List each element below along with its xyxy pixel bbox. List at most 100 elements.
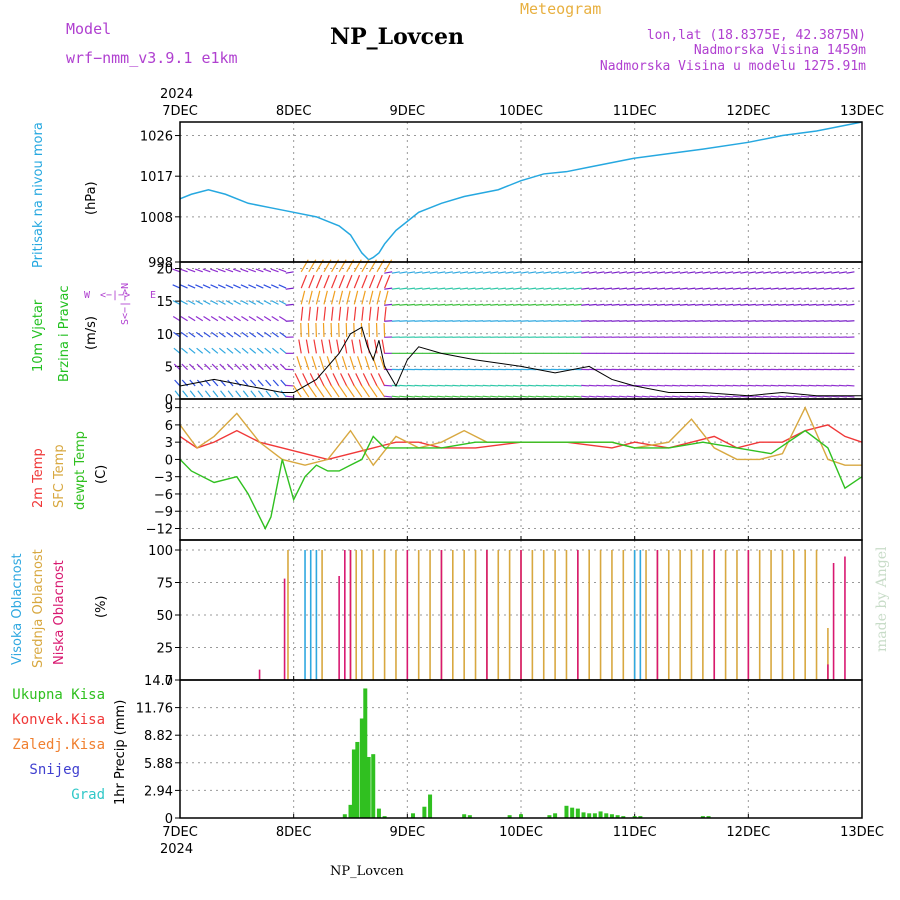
wind-barb [203, 315, 211, 322]
y-tick-label: 5 [165, 360, 173, 375]
wind-barb [279, 331, 287, 338]
wind-barb [800, 395, 810, 398]
y-tick-label: 10 [156, 328, 173, 343]
wind-barb [467, 384, 476, 387]
wind-barb [240, 300, 249, 305]
wind-barb [332, 373, 340, 387]
wind-barb [257, 379, 264, 387]
wind-barb [272, 379, 279, 387]
wind-barb [482, 303, 491, 306]
wind-barb [361, 385, 370, 398]
wind-barb [376, 274, 383, 289]
x-tick-label-bottom: 11DEC [613, 825, 657, 840]
wind-barb [345, 385, 355, 398]
wind-barb [717, 395, 726, 398]
wind-barb [755, 287, 764, 290]
wind-barb [377, 373, 386, 387]
wind-barb [257, 363, 264, 371]
wind-barb [319, 356, 325, 370]
x-axis-bottom: 7DEC 8DEC 9DEC 10DEC 11DEC 12DEC 13DEC [162, 825, 884, 840]
wind-barb [452, 303, 461, 306]
wind-barb [785, 287, 794, 290]
wind-barb [664, 271, 673, 274]
wind-barb [241, 347, 249, 354]
wind-barb [543, 395, 552, 398]
wind-barb [368, 274, 376, 289]
wind-barb [330, 274, 338, 289]
y-tick-label: 0 [165, 674, 173, 689]
wind-barb [195, 284, 203, 289]
wind-barb [558, 384, 567, 387]
wind-barb [172, 315, 181, 322]
temp-ylabel-dew: dewpt Temp [73, 431, 88, 510]
wind-barb [399, 395, 408, 398]
precip-bar [592, 813, 597, 818]
wind-barb [308, 385, 317, 398]
wind-barb [285, 320, 294, 322]
x-tick-label-bottom: 13DEC [840, 825, 884, 840]
wind-barb [414, 287, 423, 290]
wind-barb [747, 395, 756, 398]
y-tick-label: 0 [165, 453, 173, 468]
wind-barb [846, 395, 855, 398]
wind-barb [263, 284, 272, 289]
wind-barb [505, 287, 514, 290]
wind-barb [672, 384, 681, 387]
wind-barb [303, 356, 310, 370]
wind-barb [740, 287, 749, 290]
wind-barb [596, 271, 605, 274]
wind-barb [187, 300, 196, 305]
wind-barb [271, 300, 279, 305]
wind-barb [233, 284, 241, 289]
wind-barb [573, 303, 582, 306]
model-altitude-text: Nadmorska Visina u modelu 1275.91m [600, 59, 866, 74]
precip-bar [355, 741, 360, 818]
precip-legend-snow: Snijeg [29, 762, 80, 778]
wind-barb [264, 331, 272, 338]
wind-barb [520, 271, 529, 274]
wind-barb [793, 320, 802, 322]
wind-barb [391, 271, 400, 274]
wind-barb [596, 303, 605, 306]
wind-barb [429, 271, 438, 274]
wind-barb [603, 271, 613, 274]
wind-barb [512, 320, 522, 322]
wind-barb [233, 300, 241, 305]
wind-barb [336, 339, 340, 354]
cloud-unit: (%) [94, 596, 109, 619]
wind-barb [280, 390, 287, 398]
wind-barb [384, 287, 393, 290]
wind-barb [823, 287, 832, 290]
precip-bar [609, 814, 614, 818]
wind-barb [202, 268, 211, 273]
wind-barb [672, 287, 681, 290]
precip-bar [422, 806, 427, 818]
wind-barb [679, 384, 688, 387]
wind-barb [203, 331, 211, 338]
wind-barb [298, 339, 302, 354]
credit-text: made by Angel [874, 546, 890, 652]
wind-ylabel-1: 10m Vjetar [31, 299, 46, 372]
wind-barb [513, 271, 522, 274]
wind-barb [732, 271, 741, 274]
wind-barb [271, 347, 279, 354]
wind-barb [588, 287, 597, 290]
wind-barb [361, 306, 364, 321]
y-tick-label: 8.82 [144, 729, 173, 744]
panel-pressure: 1026 1017 1008 998 [140, 121, 863, 271]
wind-barb [242, 363, 249, 371]
wind-barb [581, 395, 590, 398]
wind-barb [626, 395, 635, 398]
precip-bar [547, 815, 552, 818]
wind-barb [763, 271, 772, 274]
wind-barb [747, 303, 756, 306]
wind-barb [296, 356, 302, 370]
wind-barb [505, 271, 514, 274]
wind-barb [188, 347, 196, 354]
y-tick-label: −12 [146, 522, 173, 537]
wind-barb [172, 268, 181, 273]
wind-barb [717, 287, 726, 290]
wind-barb [543, 271, 552, 274]
wind-compass-vert: S<−|−>N [120, 283, 131, 325]
wind-barb [800, 303, 810, 306]
